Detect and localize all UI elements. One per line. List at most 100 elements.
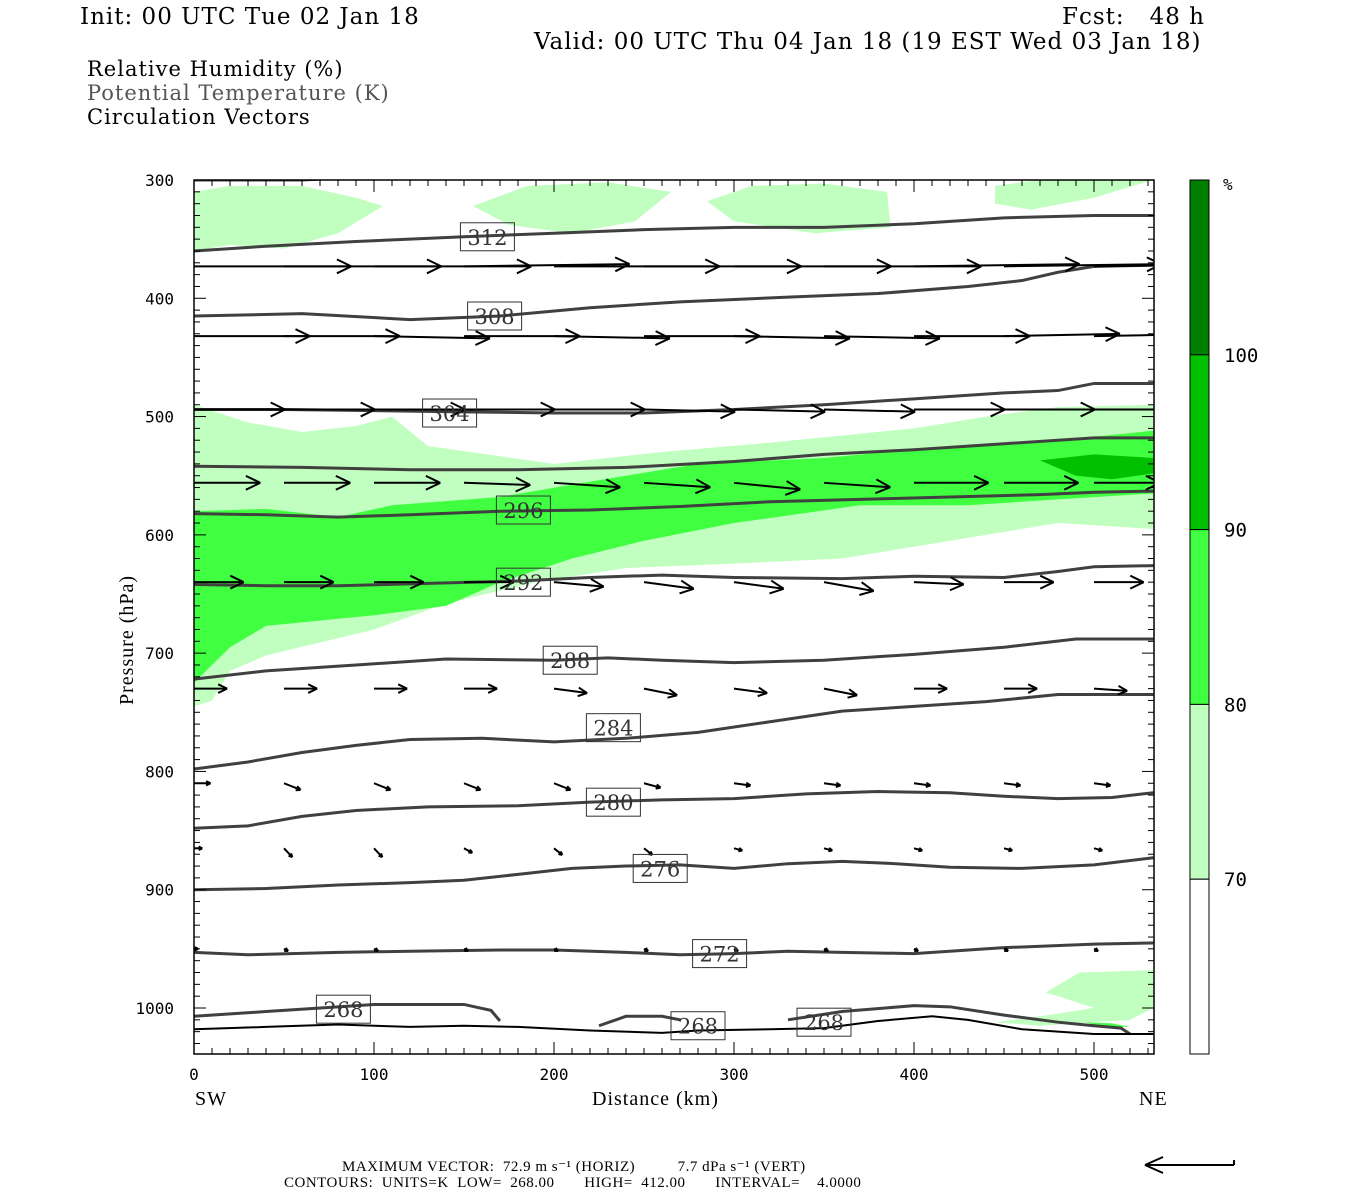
vector-head [630,401,646,411]
circulation-vector [1093,781,1112,788]
vector-head [1105,784,1111,788]
contour-label-text: 280 [593,791,633,815]
vector-head [1117,689,1128,696]
vector-head [409,574,425,584]
circulation-vector [823,581,875,596]
vector-shaft [733,481,801,491]
vector-shaft [733,335,850,340]
vector-head [848,688,858,697]
vector-head [966,265,982,275]
vector-head [757,692,768,698]
vector-head [270,401,286,411]
circulation-vector [1003,256,1154,273]
vector-head [680,579,695,590]
vector-shaft [643,581,694,590]
circulation-vector [373,782,392,792]
circulation-vector [1004,401,1096,418]
vector-shaft [643,408,736,413]
vector-head [1117,685,1128,692]
contour-label-box [467,301,523,331]
theta-contour-300 [194,436,1154,472]
circulation-vector [553,330,671,346]
vector-head [1208,689,1217,693]
circulation-vector [553,847,564,856]
circulation-vector [553,686,588,698]
vector-head [1039,581,1055,590]
contour-label: 312 [459,222,515,252]
circulation-vector [913,947,919,953]
vector-head [474,337,491,346]
vector-head [847,694,858,699]
vector-head [499,574,515,584]
vector-head [307,683,318,690]
vector-head [217,683,228,690]
ground-surface-line [194,1015,1154,1036]
vector-head [1237,264,1251,271]
theta-contour-308 [194,263,1154,322]
contour-label-box [692,939,748,969]
vector-shaft [373,335,490,340]
vector-shaft [823,481,891,489]
circulation-vector [553,947,559,953]
vector-head [335,481,351,491]
relative-humidity-fill [194,180,1154,1027]
x-tick-label: 300 [720,1065,749,1084]
vector-head [516,265,532,275]
circulation-vector [643,579,695,595]
circulation-vector [464,683,498,694]
x-axis-title: Distance (km) [592,1088,719,1110]
circulation-vector [913,781,932,788]
circulation-vector [553,578,605,593]
vector-shaft [733,581,784,590]
x-axis-right-label: NE [1139,1088,1168,1110]
vector-head [1015,335,1031,344]
vector-shaft [1003,782,1021,787]
circulation-vector [823,478,891,495]
vector-head [973,481,989,491]
circulation-vector [284,401,376,418]
vector-head [784,488,801,496]
circulation-vector [374,574,425,590]
circulation-vector [1093,264,1251,271]
forecast-hour: Fcst: 48 h [1062,4,1205,30]
circulation-vector [464,574,515,590]
init-time: Init: 00 UTC Tue 02 Jan 18 [80,4,420,30]
legend-relative-humidity: Relative Humidity (%) [87,57,344,81]
contour-label-box [632,853,688,883]
vector-head [1261,403,1275,410]
colorbar-band [1189,703,1210,880]
vector-head [1186,948,1188,951]
circulation-vector [374,401,466,418]
y-tick-label: 800 [145,762,174,781]
vector-head [900,410,916,420]
vector-head [875,478,891,489]
vector-head [679,587,694,595]
rh-region-90 [1040,454,1154,480]
vector-head [924,337,941,346]
vector-head [578,686,588,694]
y-tick-label: 700 [145,644,174,663]
vector-shaft [643,687,678,697]
contour-label-box [422,398,478,428]
circulation-vector [1094,574,1145,590]
circulation-vector [194,845,203,851]
vector-head [1080,401,1096,411]
circulation-vector [643,782,662,790]
vector-head [499,581,515,590]
vector-head [336,265,352,275]
vector-head [540,401,556,411]
circulation-vector [1093,847,1103,853]
rh-region-70 [995,970,1154,1026]
vector-head [336,258,352,268]
circulation-vector [733,403,826,420]
contour-label-text: 268 [323,998,363,1022]
vector-head [1146,256,1154,262]
circulation-vector [913,576,965,592]
vector-shaft [643,481,711,489]
vector-shaft [1003,332,1120,338]
contour-label-text: 284 [593,717,633,741]
circulation-vector [1003,847,1013,853]
circulation-vector [914,401,1006,418]
contour-label: 284 [585,713,641,743]
y-tick-label: 400 [145,289,174,308]
